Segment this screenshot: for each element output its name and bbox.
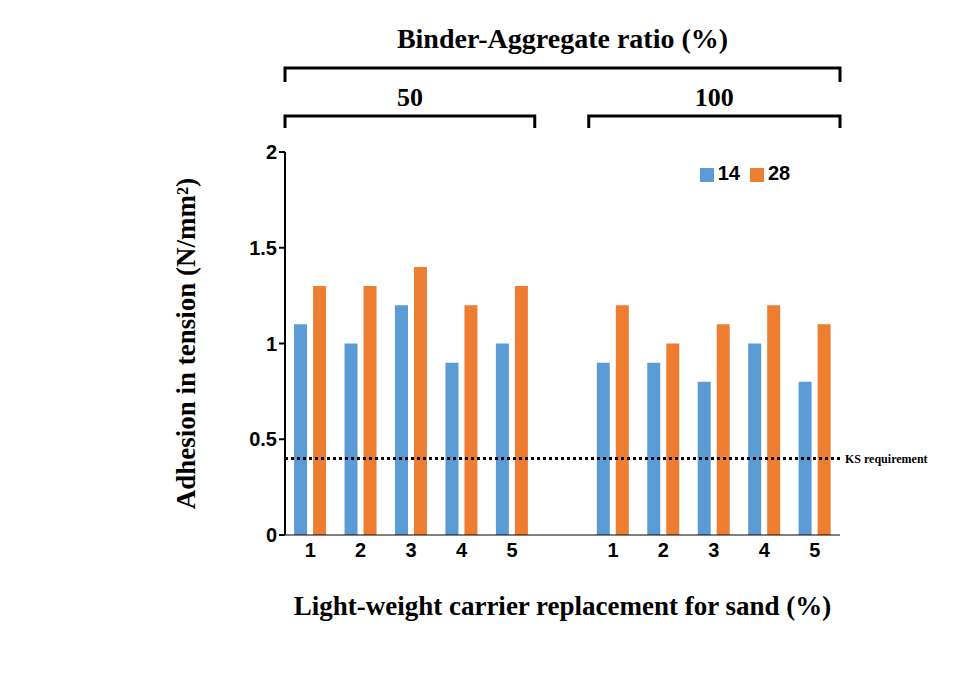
html-text:28: 28 bbox=[768, 162, 791, 184]
html-text:14: 14 bbox=[717, 162, 740, 184]
svg-text:4: 4 bbox=[759, 539, 771, 561]
svg-text:2: 2 bbox=[266, 141, 277, 163]
svg-text:2: 2 bbox=[658, 539, 669, 561]
svg-text:2: 2 bbox=[355, 539, 366, 561]
svg-text:Light-weight carrier replaceme: Light-weight carrier replacement for san… bbox=[294, 591, 832, 621]
svg-text:1: 1 bbox=[266, 333, 277, 355]
svg-text:0.5: 0.5 bbox=[249, 428, 277, 450]
svg-text:1: 1 bbox=[607, 539, 618, 561]
svg-text:Adhesion in tension (N/mm²): Adhesion in tension (N/mm²) bbox=[171, 178, 201, 509]
svg-text:0: 0 bbox=[266, 524, 277, 546]
svg-text:5: 5 bbox=[506, 539, 517, 561]
svg-text:1.5: 1.5 bbox=[249, 237, 277, 259]
svg-text:3: 3 bbox=[406, 539, 417, 561]
svg-text:3: 3 bbox=[708, 539, 719, 561]
svg-text:1: 1 bbox=[305, 539, 316, 561]
svg-text:Binder-Aggregate ratio (%): Binder-Aggregate ratio (%) bbox=[397, 23, 728, 54]
svg-text:5: 5 bbox=[809, 539, 820, 561]
svg-text:4: 4 bbox=[456, 539, 468, 561]
svg-text:100: 100 bbox=[695, 83, 734, 112]
svg-text:50: 50 bbox=[397, 83, 423, 112]
svg-text:KS requirement: KS requirement bbox=[845, 452, 928, 466]
